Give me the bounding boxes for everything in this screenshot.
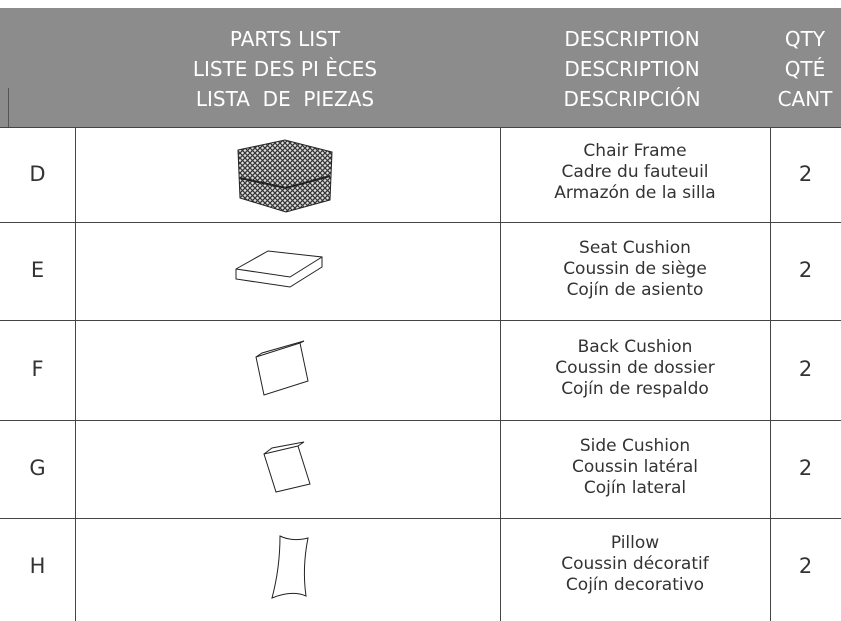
description-line: Chair Frame	[583, 141, 687, 161]
description-line: Cojín lateral	[583, 477, 687, 498]
seat-cushion-icon	[235, 250, 323, 288]
header-text: DESCRIPTION	[564, 27, 700, 51]
description-line: Coussin décoratif	[561, 554, 709, 574]
description-line: Back Cushion	[577, 336, 693, 357]
header-text: PARTS LIST	[229, 27, 341, 51]
header-text: LISTE DES PI ÈCES	[192, 57, 378, 81]
row-border	[0, 222, 841, 223]
description-line: Coussin de dossier	[555, 357, 715, 378]
header-row	[0, 8, 841, 127]
header-text: DESCRIPCIÓN	[563, 87, 701, 111]
header-text: QTY	[784, 27, 826, 51]
part-id: H	[29, 553, 46, 578]
part-id: G	[29, 456, 46, 480]
part-id: F	[31, 357, 44, 381]
description-line: Cojín de asiento	[566, 279, 704, 300]
description-line: Cojín decorativo	[565, 575, 705, 595]
column-border	[770, 127, 771, 621]
side-cushion-icon	[263, 441, 311, 493]
quantity: 2	[798, 258, 813, 282]
description-line: Cojín de respaldo	[561, 378, 709, 399]
row-border	[0, 420, 841, 421]
header-text: QTÉ	[784, 57, 826, 81]
pillow-icon	[271, 535, 309, 599]
part-id: E	[30, 258, 45, 282]
row-border	[0, 127, 841, 128]
quantity: 2	[798, 456, 813, 480]
quantity: 2	[798, 553, 813, 578]
chair-frame-icon	[237, 139, 333, 213]
description-line: Armazón de la silla	[554, 183, 716, 203]
header-text: CANT	[777, 87, 833, 111]
description-line: Pillow	[610, 533, 660, 553]
header-text: DESCRIPTION	[564, 57, 700, 81]
quantity: 2	[798, 161, 813, 186]
quantity: 2	[798, 357, 813, 381]
description-line: Cadre du fauteuil	[561, 162, 709, 182]
description-line: Coussin latéral	[571, 456, 699, 477]
description-line: Side Cushion	[579, 435, 691, 456]
part-id: D	[29, 161, 46, 186]
column-border	[75, 127, 76, 621]
header-divider	[8, 88, 9, 127]
row-border	[0, 518, 841, 519]
back-cushion-icon	[255, 340, 309, 396]
row-border	[0, 320, 841, 321]
column-border	[500, 127, 501, 621]
header-text: LISTA DE PIEZAS	[195, 87, 375, 111]
description-line: Coussin de siège	[563, 258, 707, 279]
description-line: Seat Cushion	[579, 237, 691, 258]
